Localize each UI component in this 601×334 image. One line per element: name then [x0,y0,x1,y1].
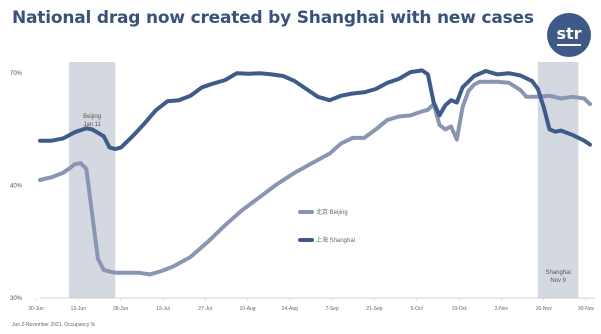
x-tick-label: 28-Jun [113,306,129,312]
x-tick-label: 21-Sep [366,306,382,312]
series-lines [38,68,592,277]
x-tick-label: 7-Sep [325,306,339,312]
y-tick-label: 70% [10,71,23,77]
legend-label-beijing: 北京 Beijing [316,208,348,216]
y-tick-label: 30% [10,296,23,302]
x-tick-label: 5-Oct [411,306,424,312]
series-line-beijing [38,79,592,277]
logo-text: str [556,24,582,43]
chart-title: National drag now created by Shanghai wi… [12,8,534,28]
highlight-bands [68,62,579,298]
x-tick-label: 30-Jun [28,306,44,312]
annotation-label: Nov 9 [550,278,566,284]
x-axis-ticks: 30-Jun 13-Jun 28-Jun 13-Jul 27-Jul 10-Aug 24-A… [28,298,595,312]
x-tick-label: 27-Jul [198,306,212,312]
x-tick-label: 19-Oct [452,306,468,312]
logo-underline [557,44,581,46]
y-axis-ticks: 70% 40% 30% [10,71,23,302]
annotations: Beijing Jan 11 Shanghai Nov 9 [83,114,571,284]
annotation-label: Jan 11 [83,122,101,128]
legend-label-shanghai: 上海 Shanghai [316,236,355,244]
x-tick-label: 24-Aug [282,306,298,312]
footnote: Jun 2-November 2021, Occupancy % [12,322,96,328]
str-logo: str [547,13,591,57]
x-tick-label: 10-Aug [239,306,255,312]
x-tick-label: 13-Jul [156,306,170,312]
x-tick-label: 2-Nov [495,306,509,312]
legend: 北京 Beijing 上海 Shanghai [298,208,355,244]
highlight-band [537,62,579,298]
x-tick-label: 13-Jun [71,306,87,312]
annotation-label: Shanghai [545,270,570,276]
series-line-shanghai [38,68,592,152]
highlight-band [68,62,116,298]
y-tick-label: 40% [10,184,23,190]
annotation-label: Beijing [83,114,101,120]
x-tick-label: 16-Nov [536,306,553,312]
x-tick-label: 30-Nov [578,306,595,312]
